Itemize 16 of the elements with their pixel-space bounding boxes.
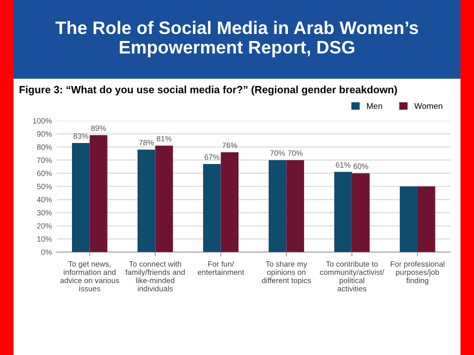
bar — [72, 143, 90, 252]
bar — [286, 160, 304, 252]
bar — [400, 186, 418, 252]
bar — [352, 173, 370, 252]
chart-title: The Role of Social Media in Arab Women’s Empowerment Report, DSG — [55, 20, 418, 58]
bar — [138, 150, 156, 252]
legend-label: Women — [414, 103, 442, 109]
bar — [203, 164, 221, 252]
bar — [334, 172, 352, 252]
bar — [90, 135, 108, 252]
bar — [418, 186, 436, 252]
chart-subtitle: Figure 3: “What do you use social media for?” (Regional gender breakdown) — [20, 86, 397, 96]
bar — [268, 160, 286, 252]
bar — [220, 152, 239, 252]
legend-label: Men — [367, 103, 382, 109]
bar — [155, 146, 173, 252]
